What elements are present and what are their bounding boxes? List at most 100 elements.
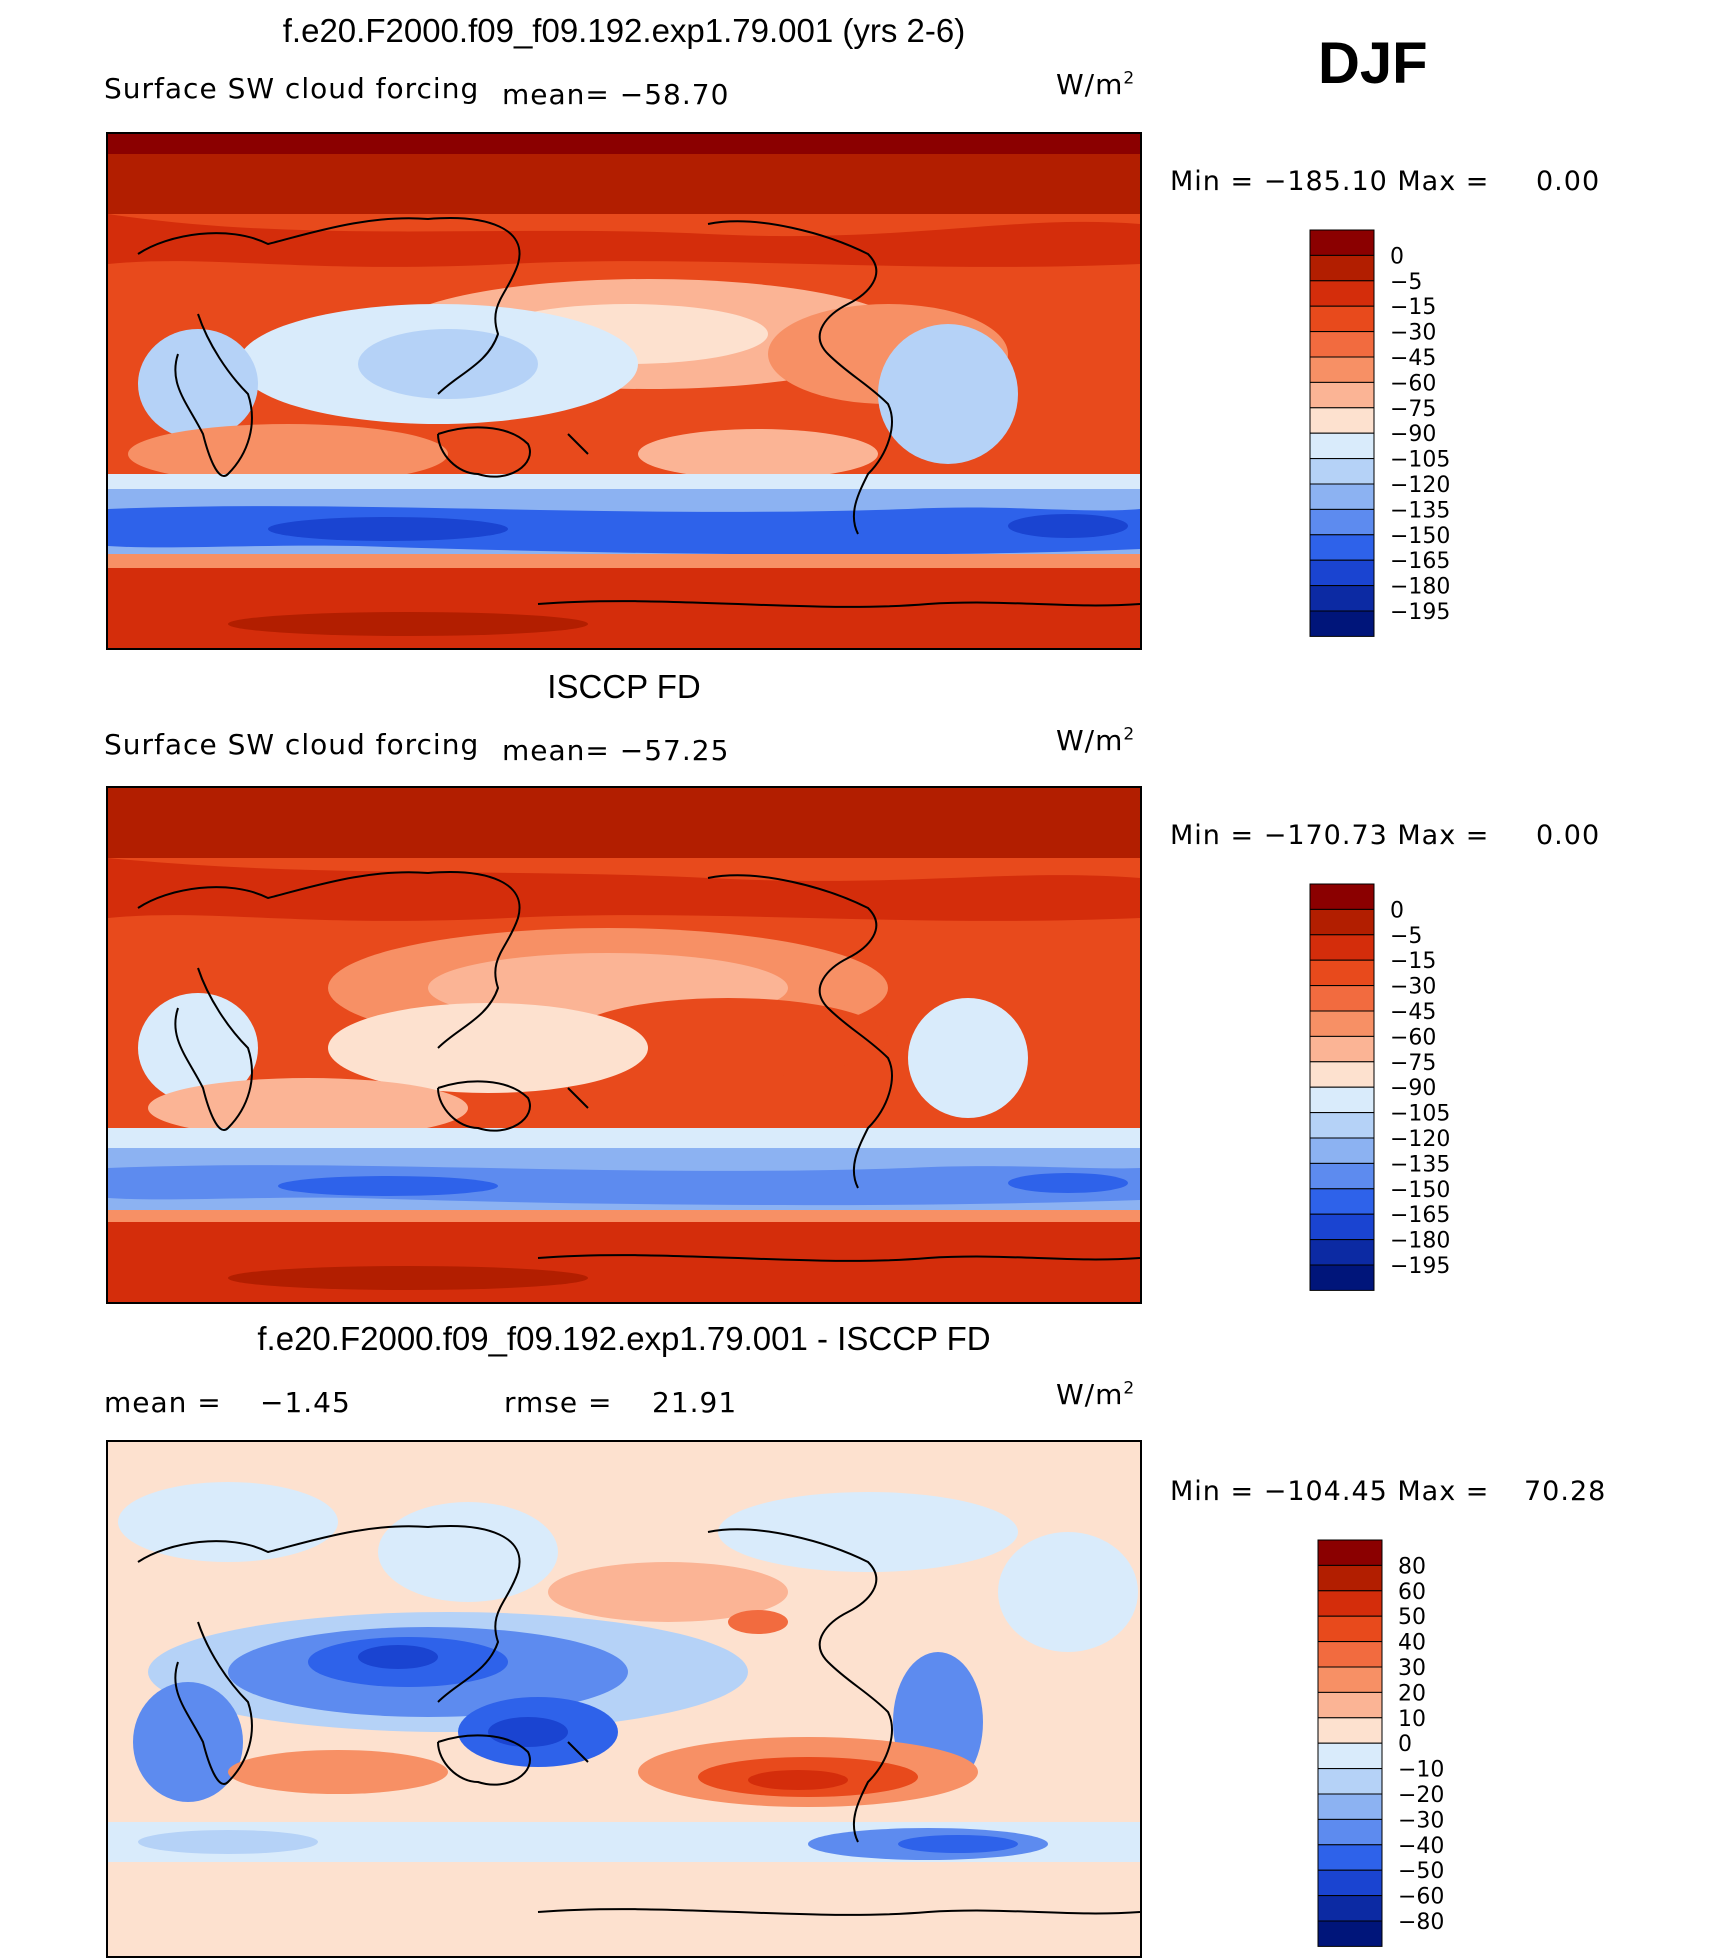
panel-3-colorbar: 80 60 50 40 30 20 10 0 −10 −20 −30 −40 −50 −60 −80 xyxy=(1317,1539,1518,1950)
panel-1-mean-label: mean= −58.70 xyxy=(502,78,730,111)
panel-2-title: ISCCP FD xyxy=(547,668,701,705)
panel-3-title: f.e20.F2000.f09_f09.192.exp1.79.001 - IS… xyxy=(257,1320,991,1357)
panel-1-map xyxy=(106,132,1142,650)
colorbar-tick-label: −135 xyxy=(1390,1152,1450,1177)
colorbar-box xyxy=(1309,407,1375,434)
colorbar-tick-label: −60 xyxy=(1390,1025,1436,1050)
colorbar-tick-label: 80 xyxy=(1398,1554,1426,1579)
colorbar-tick-label: −50 xyxy=(1398,1859,1444,1884)
colorbar-tick-label: −180 xyxy=(1390,1229,1450,1254)
colorbar-box xyxy=(1317,1920,1383,1947)
panel-3-map xyxy=(106,1440,1142,1958)
panel-3-units: W/m2 xyxy=(1056,1378,1136,1411)
colorbar-box xyxy=(1317,1615,1383,1643)
colorbar-tick-label: −120 xyxy=(1390,473,1450,498)
colorbar-tick-label: −195 xyxy=(1390,1254,1450,1279)
panel-1-variable-label: Surface SW cloud forcing xyxy=(104,72,480,105)
colorbar-tick-label: −90 xyxy=(1390,1076,1436,1101)
colorbar-tick-label: −30 xyxy=(1390,975,1436,1000)
colorbar-tick-label: −45 xyxy=(1390,1000,1436,1025)
colorbar-box xyxy=(1309,1188,1375,1215)
colorbar-tick-label: −5 xyxy=(1390,924,1422,949)
colorbar-tick-label: 20 xyxy=(1398,1681,1426,1706)
colorbar-box xyxy=(1309,1162,1375,1190)
colorbar-box xyxy=(1317,1869,1383,1897)
colorbar-box xyxy=(1317,1895,1383,1922)
colorbar-tick-label: −195 xyxy=(1390,600,1450,625)
colorbar-tick-label: −90 xyxy=(1390,422,1436,447)
colorbar-box xyxy=(1309,280,1375,307)
colorbar-tick-label: −165 xyxy=(1390,1203,1450,1228)
colorbar-box xyxy=(1317,1590,1383,1617)
colorbar-box xyxy=(1309,1010,1375,1037)
colorbar-box xyxy=(1317,1818,1383,1846)
panel-1-max-value: 0.00 xyxy=(1536,166,1601,197)
colorbar-tick-label: −180 xyxy=(1390,575,1450,600)
colorbar-box xyxy=(1317,1564,1383,1592)
colorbar-tick-label: −150 xyxy=(1390,1178,1450,1203)
panel-2-max-value: 0.00 xyxy=(1536,820,1601,851)
colorbar-box xyxy=(1309,585,1375,612)
colorbar-tick-label: −105 xyxy=(1390,1102,1450,1127)
colorbar-box xyxy=(1317,1539,1383,1566)
colorbar-tick-label: −60 xyxy=(1390,371,1436,396)
panel-3-mean-label: mean = xyxy=(104,1386,222,1419)
season-label: DJF xyxy=(1318,31,1428,96)
colorbar-box xyxy=(1309,1137,1375,1164)
colorbar-tick-label: −15 xyxy=(1390,949,1436,974)
colorbar-box xyxy=(1317,1844,1383,1871)
colorbar-box xyxy=(1309,305,1375,333)
colorbar-tick-label: 0 xyxy=(1398,1732,1412,1757)
panel-1-min-label: Min = −185.10 Max = xyxy=(1170,166,1490,197)
colorbar-box xyxy=(1309,432,1375,460)
colorbar-tick-label: 0 xyxy=(1390,898,1404,923)
colorbar-box xyxy=(1317,1793,1383,1820)
panel-2-map-svg xyxy=(108,788,1140,1302)
colorbar-box xyxy=(1309,254,1375,282)
panel-1-title: f.e20.F2000.f09_f09.192.exp1.79.001 (yrs… xyxy=(282,12,966,49)
colorbar-box xyxy=(1309,381,1375,409)
colorbar-tick-label: 30 xyxy=(1398,1656,1426,1681)
panel-3-mean-value: −1.45 xyxy=(260,1386,351,1419)
colorbar-tick-label: −75 xyxy=(1390,397,1436,422)
panel-1-units: W/m2 xyxy=(1056,68,1136,101)
colorbar-box xyxy=(1309,985,1375,1012)
colorbar-box xyxy=(1317,1641,1383,1668)
colorbar-tick-label: −75 xyxy=(1390,1051,1436,1076)
colorbar-box xyxy=(1309,559,1375,587)
panel-2-map xyxy=(106,786,1142,1304)
panel-3-map-svg xyxy=(108,1442,1140,1956)
colorbar-box xyxy=(1317,1768,1383,1795)
colorbar-tick-label: 0 xyxy=(1390,244,1404,269)
panel-3-rmse-label: rmse = xyxy=(504,1386,613,1419)
colorbar-tick-label: −30 xyxy=(1390,321,1436,346)
colorbar-tick-label: −120 xyxy=(1390,1127,1450,1152)
panel-2-units: W/m2 xyxy=(1056,724,1136,757)
colorbar-box xyxy=(1309,229,1375,256)
colorbar-box xyxy=(1317,1666,1383,1693)
colorbar-box xyxy=(1309,1035,1375,1063)
colorbar-tick-label: −150 xyxy=(1390,524,1450,549)
colorbar-tick-label: −165 xyxy=(1390,549,1450,574)
panel-1-colorbar-svg: 0−5−15−30−45−60−75−90−105−120−135−150−16… xyxy=(1309,229,1450,637)
colorbar-box xyxy=(1309,1239,1375,1266)
colorbar-tick-label: 10 xyxy=(1398,1707,1426,1732)
colorbar-tick-label: 50 xyxy=(1398,1605,1426,1630)
colorbar-tick-label: −15 xyxy=(1390,295,1436,320)
colorbar-tick-label: −80 xyxy=(1398,1910,1444,1935)
colorbar-box xyxy=(1309,356,1375,383)
colorbar-box xyxy=(1309,1264,1375,1291)
panel-1-colorbar: 0 −5 −15 −30 −45 −60 −75 −90 −105 −120 −135 −150 −16… xyxy=(1309,229,1510,640)
colorbar-box xyxy=(1309,883,1375,910)
colorbar-tick-label: −105 xyxy=(1390,448,1450,473)
colorbar-box xyxy=(1309,458,1375,485)
panel-3-min-label: Min = −104.45 Max = xyxy=(1170,1476,1490,1507)
colorbar-tick-label: −60 xyxy=(1398,1885,1444,1910)
colorbar-tick-label: −5 xyxy=(1390,270,1422,295)
panel-3-max-value: 70.28 xyxy=(1524,1476,1607,1507)
colorbar-box xyxy=(1317,1717,1383,1744)
colorbar-box xyxy=(1309,908,1375,936)
panel-2-variable-label: Surface SW cloud forcing xyxy=(104,728,480,761)
colorbar-tick-label: −10 xyxy=(1398,1758,1444,1783)
colorbar-tick-label: −30 xyxy=(1398,1808,1444,1833)
